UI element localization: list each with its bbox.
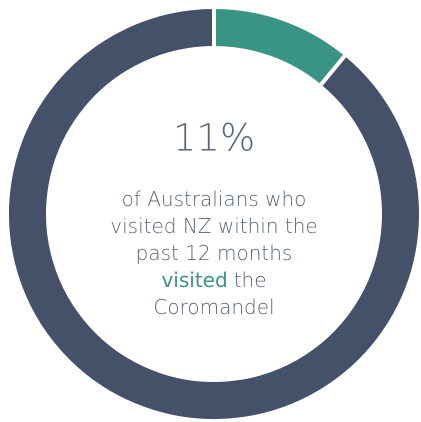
- description-line: visited the: [161, 268, 266, 292]
- description-text: of Australians who: [122, 187, 307, 211]
- description-line: visited NZ within the: [110, 214, 317, 238]
- description-line: past 12 months: [136, 241, 293, 265]
- highlight-text: visited: [161, 268, 227, 292]
- center-value: 11%: [173, 117, 255, 160]
- description-line: Coromandel: [153, 295, 274, 319]
- description-text: visited NZ within the: [110, 214, 317, 238]
- donut-segment: [212, 4, 349, 89]
- description-line: of Australians who: [122, 187, 307, 211]
- description-text: the: [234, 268, 267, 292]
- description-text: past 12 months: [136, 241, 293, 265]
- donut-segment: [5, 4, 421, 422]
- description-text: Coromandel: [153, 295, 274, 319]
